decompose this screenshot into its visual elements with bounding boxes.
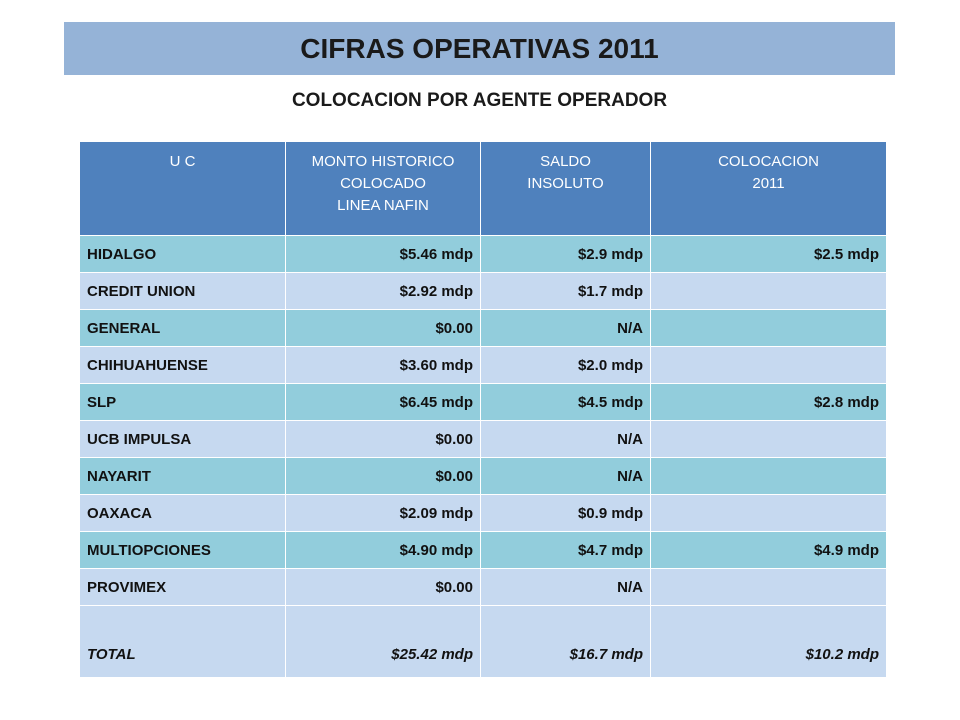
header-saldo: SALDO INSOLUTO: [480, 141, 651, 236]
cell-monto: $0.00: [285, 457, 481, 495]
cell-saldo: N/A: [480, 309, 651, 347]
table-row: MULTIOPCIONES $4.90 mdp $4.7 mdp $4.9 md…: [79, 531, 887, 569]
header-row: U C MONTO HISTORICO COLOCADO LINEA NAFIN…: [79, 141, 887, 236]
table-row: CHIHUAHUENSE $3.60 mdp $2.0 mdp: [79, 346, 887, 384]
cell-monto: $6.45 mdp: [285, 383, 481, 421]
header-saldo-line-2: INSOLUTO: [527, 175, 604, 192]
table-row: PROVIMEX $0.00 N/A: [79, 568, 887, 606]
table-header: U C MONTO HISTORICO COLOCADO LINEA NAFIN…: [79, 141, 887, 236]
cell-saldo: N/A: [480, 457, 651, 495]
cell-uc: PROVIMEX: [79, 568, 286, 606]
cell-monto: $0.00: [285, 309, 481, 347]
page-subtitle: COLOCACION POR AGENTE OPERADOR: [291, 90, 668, 111]
table-body: HIDALGO $5.46 mdp $2.9 mdp $2.5 mdp CRED…: [79, 235, 887, 678]
cell-saldo: $2.0 mdp: [480, 346, 651, 384]
table-row: SLP $6.45 mdp $4.5 mdp $2.8 mdp: [79, 383, 887, 421]
cell-colocacion: [650, 272, 887, 310]
cell-uc: OAXACA: [79, 494, 286, 532]
cell-uc: UCB IMPULSA: [79, 420, 286, 458]
header-colocacion-line-1: COLOCACION: [718, 153, 819, 170]
cell-monto: $5.46 mdp: [285, 235, 481, 273]
cell-colocacion: $4.9 mdp: [650, 531, 887, 569]
cell-uc: GENERAL: [79, 309, 286, 347]
header-monto-line-1: MONTO HISTORICO: [311, 153, 455, 170]
table-row: GENERAL $0.00 N/A: [79, 309, 887, 347]
cell-uc: HIDALGO: [79, 235, 286, 273]
total-saldo: $16.7 mdp: [480, 605, 651, 678]
cell-saldo: $0.9 mdp: [480, 494, 651, 532]
header-saldo-line-1: SALDO: [540, 153, 591, 170]
cell-saldo: $4.7 mdp: [480, 531, 651, 569]
cell-saldo: N/A: [480, 568, 651, 606]
table-row: UCB IMPULSA $0.00 N/A: [79, 420, 887, 458]
cell-saldo: N/A: [480, 420, 651, 458]
header-colocacion: COLOCACION 2011: [650, 141, 887, 236]
cell-monto: $4.90 mdp: [285, 531, 481, 569]
cell-uc: NAYARIT: [79, 457, 286, 495]
cell-uc: SLP: [79, 383, 286, 421]
cell-monto: $0.00: [285, 420, 481, 458]
header-monto-line-2: COLOCADO: [340, 175, 426, 192]
table-row: CREDIT UNION $2.92 mdp $1.7 mdp: [79, 272, 887, 310]
table-row: OAXACA $2.09 mdp $0.9 mdp: [79, 494, 887, 532]
cell-colocacion: [650, 457, 887, 495]
cell-colocacion: [650, 568, 887, 606]
table-row: HIDALGO $5.46 mdp $2.9 mdp $2.5 mdp: [79, 235, 887, 273]
cell-uc: CREDIT UNION: [79, 272, 286, 310]
cell-colocacion: $2.5 mdp: [650, 235, 887, 273]
cell-saldo: $4.5 mdp: [480, 383, 651, 421]
cell-monto: $2.92 mdp: [285, 272, 481, 310]
header-uc-line-1: U C: [169, 153, 196, 170]
total-label: TOTAL: [79, 605, 286, 678]
cell-uc: MULTIOPCIONES: [79, 531, 286, 569]
cell-monto: $3.60 mdp: [285, 346, 481, 384]
total-colocacion: $10.2 mdp: [650, 605, 887, 678]
header-monto: MONTO HISTORICO COLOCADO LINEA NAFIN: [285, 141, 481, 236]
header-monto-line-3: LINEA NAFIN: [337, 197, 429, 214]
total-row: TOTAL $25.42 mdp $16.7 mdp $10.2 mdp: [79, 605, 887, 678]
table-row: NAYARIT $0.00 N/A: [79, 457, 887, 495]
cell-monto: $2.09 mdp: [285, 494, 481, 532]
cell-colocacion: $2.8 mdp: [650, 383, 887, 421]
cell-saldo: $1.7 mdp: [480, 272, 651, 310]
cell-uc: CHIHUAHUENSE: [79, 346, 286, 384]
cell-colocacion: [650, 494, 887, 532]
header-uc: U C: [79, 141, 286, 236]
total-monto: $25.42 mdp: [285, 605, 481, 678]
operations-table: U C MONTO HISTORICO COLOCADO LINEA NAFIN…: [79, 141, 887, 678]
cell-colocacion: [650, 420, 887, 458]
cell-monto: $0.00: [285, 568, 481, 606]
cell-saldo: $2.9 mdp: [480, 235, 651, 273]
cell-colocacion: [650, 346, 887, 384]
page-title: CIFRAS OPERATIVAS 2011: [300, 32, 659, 64]
header-colocacion-line-2: 2011: [752, 175, 785, 192]
title-banner: CIFRAS OPERATIVAS 2011: [64, 22, 895, 75]
cell-colocacion: [650, 309, 887, 347]
